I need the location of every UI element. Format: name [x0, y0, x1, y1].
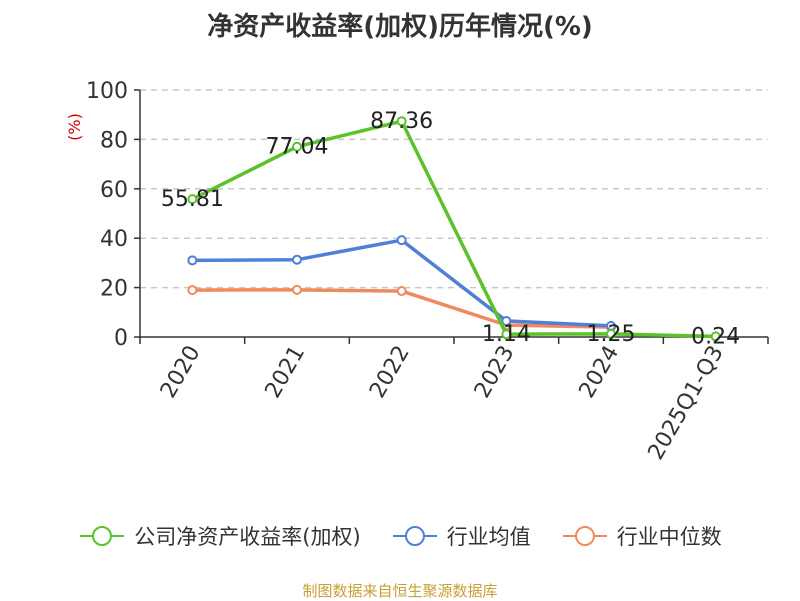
legend-marker-icon — [562, 526, 607, 546]
legend-item[interactable]: 行业中位数 — [561, 521, 722, 551]
y-tick-label: 20 — [100, 277, 128, 302]
x-tick-label: 2021 — [261, 342, 311, 403]
x-tick-label: 2024 — [575, 342, 625, 403]
data-point — [292, 254, 302, 265]
data-labels: 55.81 77.04 87.36 1.14 1.25 0.24 — [161, 109, 740, 349]
data-point — [187, 255, 198, 266]
legend: 公司净资产收益率(加权) 行业均值 行业中位数 — [0, 518, 800, 554]
y-tick-label: 60 — [100, 178, 128, 203]
legend-marker-icon — [392, 526, 437, 546]
legend-label: 公司净资产收益率(加权) — [134, 525, 361, 549]
y-tick-label: 0 — [114, 326, 128, 351]
y-tick-label: 100 — [86, 79, 128, 104]
legend-marker-icon — [80, 526, 125, 546]
y-tick-label: 80 — [100, 128, 128, 153]
data-point — [501, 315, 512, 326]
x-tick-label: 2022 — [365, 342, 415, 403]
data-label: 0.24 — [691, 324, 740, 349]
data-label: 77.04 — [266, 135, 329, 160]
x-tick-label: 2020 — [156, 342, 206, 403]
data-point — [396, 235, 407, 246]
series-line — [192, 238, 612, 328]
data-label: 1.14 — [482, 322, 531, 347]
data-point — [292, 141, 302, 152]
x-tick-label: 2025Q1-Q3 — [644, 342, 729, 465]
series-layer — [187, 116, 721, 342]
chart-title: 净资产收益率(加权)历年情况(%) — [207, 12, 593, 42]
legend-label: 行业中位数 — [616, 525, 722, 549]
data-point — [292, 284, 302, 295]
data-label: 55.81 — [161, 187, 224, 212]
footer-source: 制图数据来自恒生聚源数据库 — [302, 582, 498, 600]
legend-item[interactable]: 行业均值 — [391, 521, 531, 551]
data-point — [396, 116, 407, 127]
series-line — [191, 119, 716, 339]
data-point — [710, 331, 721, 342]
axes: 0 20 40 60 80 100(%) 2020 2021 2022 2023 2024 2025Q… — [65, 79, 769, 465]
data-label: 87.36 — [370, 109, 433, 134]
x-tick-label: 2023 — [470, 342, 520, 403]
data-point — [606, 328, 616, 339]
data-point — [501, 329, 512, 340]
data-point — [396, 286, 407, 297]
data-point — [187, 285, 198, 296]
line-chart: 0 20 40 60 80 100(%) 2020 2021 2022 2023 2024 2025Q… — [65, 79, 769, 465]
legend-item[interactable]: 公司净资产收益率(加权) — [78, 521, 361, 551]
data-point — [187, 194, 198, 205]
y-axis-label: (%) — [65, 113, 84, 141]
y-tick-label: 40 — [100, 227, 128, 252]
legend-label: 行业均值 — [446, 525, 531, 549]
grid-lines — [140, 89, 768, 289]
data-label: 1.25 — [587, 322, 636, 347]
